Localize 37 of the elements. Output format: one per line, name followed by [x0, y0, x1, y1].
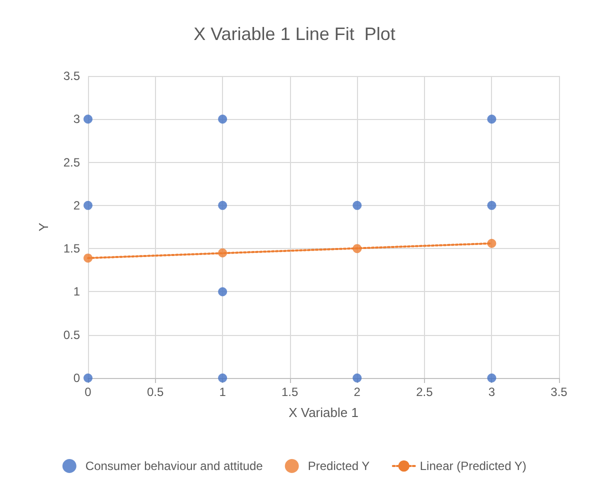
point	[352, 200, 362, 210]
y-tick-label: 0	[73, 371, 80, 385]
y-tick-label: 1.5	[63, 242, 80, 256]
point	[352, 374, 362, 382]
point	[352, 244, 362, 254]
x-axis-title: X Variable 1	[288, 405, 358, 420]
x-tick-label: 3.5	[550, 385, 568, 399]
x-tick-label: 0	[84, 385, 92, 399]
x-tick-label: 1.5	[282, 385, 299, 399]
x-tick-label: 2	[354, 385, 361, 399]
y-tick-label: 3	[73, 112, 80, 126]
point	[218, 287, 228, 296]
y-tick-label: 0.5	[63, 328, 80, 342]
y-tick-label: 2	[73, 198, 80, 212]
point	[84, 254, 92, 263]
point	[218, 248, 228, 258]
point	[487, 238, 496, 248]
y-tick-label: 3.5	[63, 69, 80, 83]
point	[218, 200, 228, 210]
y-tick-label: 2.5	[63, 155, 80, 170]
legend-label: Linear (Predicted Y)	[420, 459, 526, 473]
point	[487, 200, 496, 210]
x-tick-label: 3	[488, 385, 496, 399]
y-tick-label: 1	[73, 284, 80, 299]
point	[84, 114, 92, 124]
y-axis-title: Y	[36, 222, 51, 232]
legend-label: Predicted Y	[308, 459, 370, 473]
chart-title: X Variable 1 Line Fit Plot	[194, 24, 396, 44]
point	[84, 200, 92, 210]
legend-label: Consumer behaviour and attitude	[85, 459, 264, 473]
point	[218, 374, 228, 382]
x-tick-label: 0.5	[146, 385, 164, 399]
x-tick-label: 2.5	[416, 385, 434, 399]
point	[487, 374, 496, 382]
point	[487, 114, 496, 124]
x-tick-label: 1	[219, 385, 226, 399]
point	[218, 114, 228, 124]
